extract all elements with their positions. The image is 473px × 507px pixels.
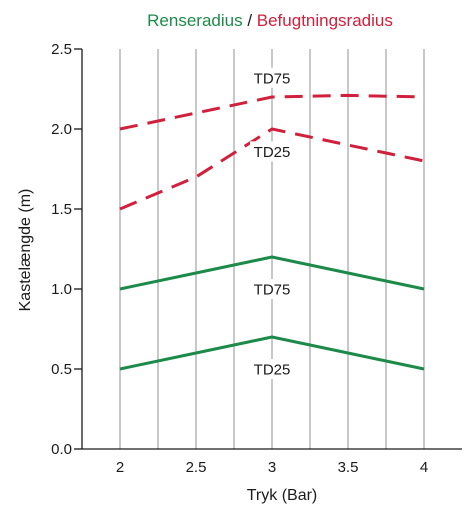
y-tick-label: 2.0 bbox=[51, 121, 72, 138]
series-labels: TD75 TD25 TD75 TD25 bbox=[250, 67, 294, 379]
y-tick-label: 0.5 bbox=[51, 361, 72, 378]
series-label-rense-td25: TD25 bbox=[254, 362, 291, 379]
y-tick-label: 2.5 bbox=[51, 41, 72, 58]
series-label-befugtning-td75: TD75 bbox=[254, 70, 291, 87]
title-part-2: Befugtningsradius bbox=[257, 11, 393, 30]
series-label-bg bbox=[250, 141, 294, 162]
x-tick-label: 3 bbox=[268, 459, 276, 476]
x-tick-label: 3.5 bbox=[338, 459, 359, 476]
series-line-befugtning-td25 bbox=[119, 127, 425, 211]
y-axis-title: Kastelængde (m) bbox=[17, 189, 34, 312]
series-line-rense-td75 bbox=[119, 255, 425, 291]
grid bbox=[119, 49, 425, 449]
series-label-rense-td75: TD75 bbox=[254, 282, 291, 299]
y-tick-label: 1.5 bbox=[51, 201, 72, 218]
x-tick-label: 2 bbox=[116, 459, 124, 476]
series-label-bg bbox=[250, 279, 294, 299]
series-label-befugtning-td25: TD25 bbox=[254, 144, 291, 161]
series-line-befugtning-td75 bbox=[119, 93, 425, 131]
x-tick-label: 4 bbox=[420, 459, 428, 476]
title-part-0: Renseradius bbox=[147, 11, 242, 30]
series-line-rense-td25 bbox=[119, 335, 425, 371]
x-axis-title: Tryk (Bar) bbox=[247, 487, 318, 504]
series-label-bg bbox=[250, 359, 294, 379]
title-part-1: / bbox=[243, 11, 257, 30]
y-tick-label: 0.0 bbox=[51, 441, 72, 458]
y-tick-label: 1.0 bbox=[51, 281, 72, 298]
x-tick-label: 2.5 bbox=[186, 459, 207, 476]
series-label-bg bbox=[250, 67, 294, 88]
chart-title: Renseradius / Befugtningsradius bbox=[147, 11, 393, 30]
series-group bbox=[119, 93, 425, 371]
axes: 0.0 0.5 1.0 1.5 2.0 2.5 2 2.5 3 3.5 4 bbox=[51, 41, 462, 476]
